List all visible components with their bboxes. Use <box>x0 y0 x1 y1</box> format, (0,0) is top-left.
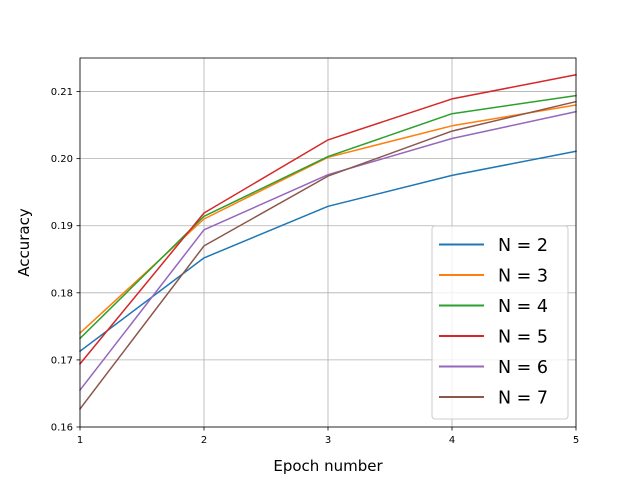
x-axis-label: Epoch number <box>273 457 383 475</box>
y-tick-label: 0.18 <box>51 288 73 299</box>
series-lines <box>78 73 577 410</box>
y-tick-label: 0.16 <box>51 423 73 434</box>
x-tick-label: 2 <box>201 435 207 446</box>
x-tick-label: 4 <box>449 435 455 446</box>
legend-label: N = 5 <box>498 328 548 348</box>
y-tick-label: 0.21 <box>51 87 73 98</box>
y-tick-label: 0.17 <box>51 355 73 366</box>
series-line <box>78 110 577 392</box>
series-line <box>78 73 577 365</box>
legend-label: N = 6 <box>498 358 548 378</box>
y-axis-label: Accuracy <box>15 208 33 277</box>
y-axis-ticks: 0.16 0.17 0.18 0.19 0.20 0.21 <box>51 87 80 434</box>
y-tick-label: 0.19 <box>51 221 73 232</box>
legend-label: N = 4 <box>498 297 548 317</box>
series-line <box>78 100 577 410</box>
x-tick-label: 3 <box>325 435 331 446</box>
legend-label: N = 3 <box>498 267 548 287</box>
series-line <box>78 150 577 353</box>
legend-label: N = 7 <box>498 389 548 409</box>
x-tick-label: 1 <box>77 435 83 446</box>
legend: N = 2 N = 3 N = 4 N = 5 N = 6 N = 7 <box>431 225 569 420</box>
x-axis-ticks: 1 2 3 4 5 <box>77 427 579 446</box>
legend-label: N = 2 <box>498 236 548 256</box>
y-tick-label: 0.20 <box>51 154 73 165</box>
x-tick-label: 5 <box>573 435 579 446</box>
series-line <box>78 94 577 340</box>
